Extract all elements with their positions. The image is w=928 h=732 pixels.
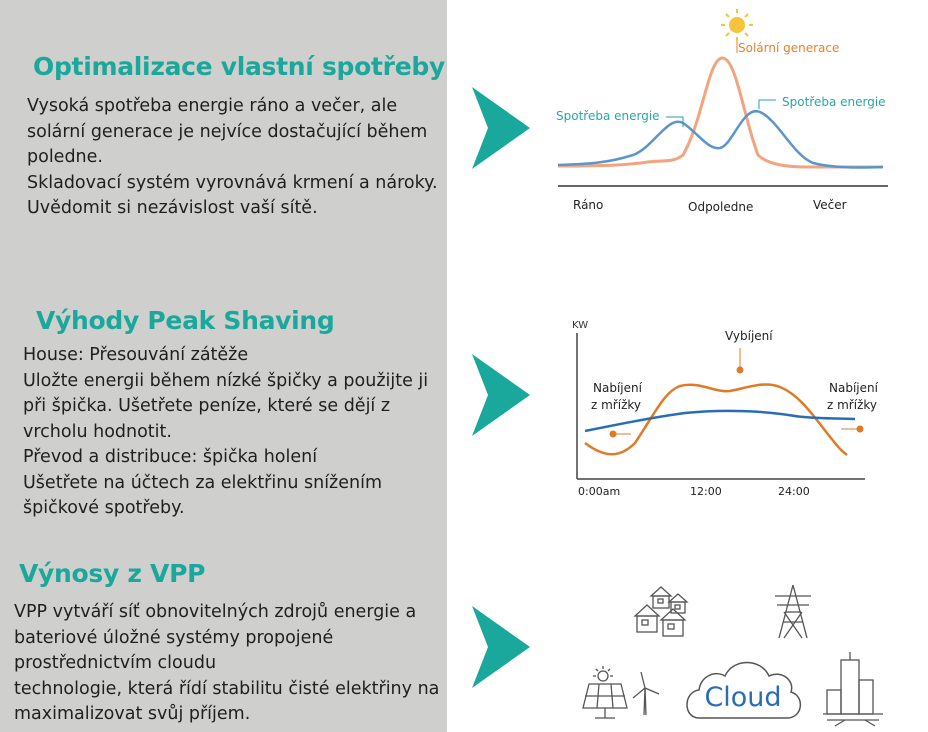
text-line: maximalizovat svůj příjem.: [14, 704, 251, 724]
section-title-self-consumption: Optimalizace vlastní spotřeby: [33, 52, 445, 81]
text-line: technologie, která řídí stabilitu čisté …: [14, 678, 440, 699]
grid-line: [584, 409, 856, 433]
charge-left-label-2: z mřížky: [591, 398, 641, 412]
text-line: vrcholu hodnotit.: [23, 421, 172, 442]
text-line: bateriové úložné systémy propojené: [14, 627, 334, 648]
chevron-right-icon: [472, 606, 530, 688]
left-panel: [0, 0, 447, 732]
chevron-right-icon: [472, 87, 530, 169]
cloud-label: Cloud: [704, 682, 781, 713]
x-tick-24: 24:00: [778, 485, 810, 498]
text-line: prostřednictvím cloudu: [14, 653, 217, 673]
x-label-evening: Večer: [813, 198, 847, 212]
self-consumption-diagram: Solární generace Spotřeba energie Spotře…: [556, 9, 888, 214]
text-line: solární generace je nejvíce dostačující …: [27, 121, 428, 142]
x-tick-12: 12:00: [690, 485, 722, 498]
charge-right-label-1: Nabíjení: [829, 381, 879, 395]
section-body-vpp: VPP vytváří síť obnovitelných zdrojů ene…: [14, 600, 439, 728]
x-tick-0: 0:00am: [578, 485, 620, 498]
text-line: Ušetřete na účtech za elektřinu snížením: [23, 472, 383, 493]
text-line: při špička. Ušetřete peníze, které se dě…: [23, 396, 391, 416]
section-body-peak-shaving: House: Přesouvání zátěže Uložte energii …: [23, 343, 428, 522]
charge-left-label-1: Nabíjení: [593, 381, 643, 395]
y-axis-label: KW: [572, 320, 588, 331]
consumption-curve: [557, 110, 884, 169]
solar-label: Solární generace: [738, 41, 839, 55]
solar-panel-icon: [582, 666, 628, 719]
peak-shaving-diagram: KW Vybíjení Nabíjení z mřížky Nabíjení z…: [572, 320, 879, 498]
solar-generation-curve: [557, 56, 883, 169]
text-line: špičkové spotřeby.: [23, 498, 185, 518]
consumption-label-right: Spotřeba energie: [782, 95, 886, 109]
text-line: Převod a distribuce: špička holení: [23, 447, 318, 467]
text-line: poledne.: [27, 147, 103, 167]
sun-icon: [721, 9, 753, 41]
discharge-label: Vybíjení: [725, 329, 773, 343]
x-label-morning: Ráno: [573, 198, 603, 212]
section-body-self-consumption: Vysoká spotřeba energie ráno a večer, al…: [27, 94, 438, 222]
text-line: Skladovací systém vyrovnává krmení a nár…: [27, 172, 438, 193]
charge-left-marker: [609, 430, 617, 438]
vpp-diagram: Cloud: [582, 584, 883, 727]
city-buildings-icon: [823, 652, 883, 727]
consumption-leader-left: [666, 116, 684, 127]
consumption-leader-right: [758, 99, 776, 109]
wind-turbine-icon: [632, 671, 660, 716]
houses-icon: [633, 586, 689, 637]
section-title-peak-shaving: Výhody Peak Shaving: [36, 306, 335, 335]
power-tower-icon: [775, 584, 811, 639]
consumption-label-left: Spotřeba energie: [556, 109, 660, 123]
text-line: VPP vytváří síť obnovitelných zdrojů ene…: [14, 602, 417, 622]
discharge-marker: [736, 366, 744, 374]
charge-right-label-2: z mřížky: [827, 398, 877, 412]
text-line: Uvědomit si nezávislost vaší sítě.: [27, 198, 318, 218]
text-line: Uložte energii během nízké špičky a použ…: [23, 370, 429, 391]
x-label-afternoon: Odpoledne: [688, 200, 753, 214]
chevron-right-icon: [472, 354, 530, 436]
load-curve: [584, 383, 848, 457]
cloud-icon: [686, 661, 801, 719]
section-title-vpp: Výnosy z VPP: [19, 559, 206, 588]
text-line: House: Přesouvání zátěže: [23, 345, 249, 365]
text-line: Vysoká spotřeba energie ráno a večer, al…: [27, 96, 398, 116]
charge-right-marker: [856, 425, 864, 433]
